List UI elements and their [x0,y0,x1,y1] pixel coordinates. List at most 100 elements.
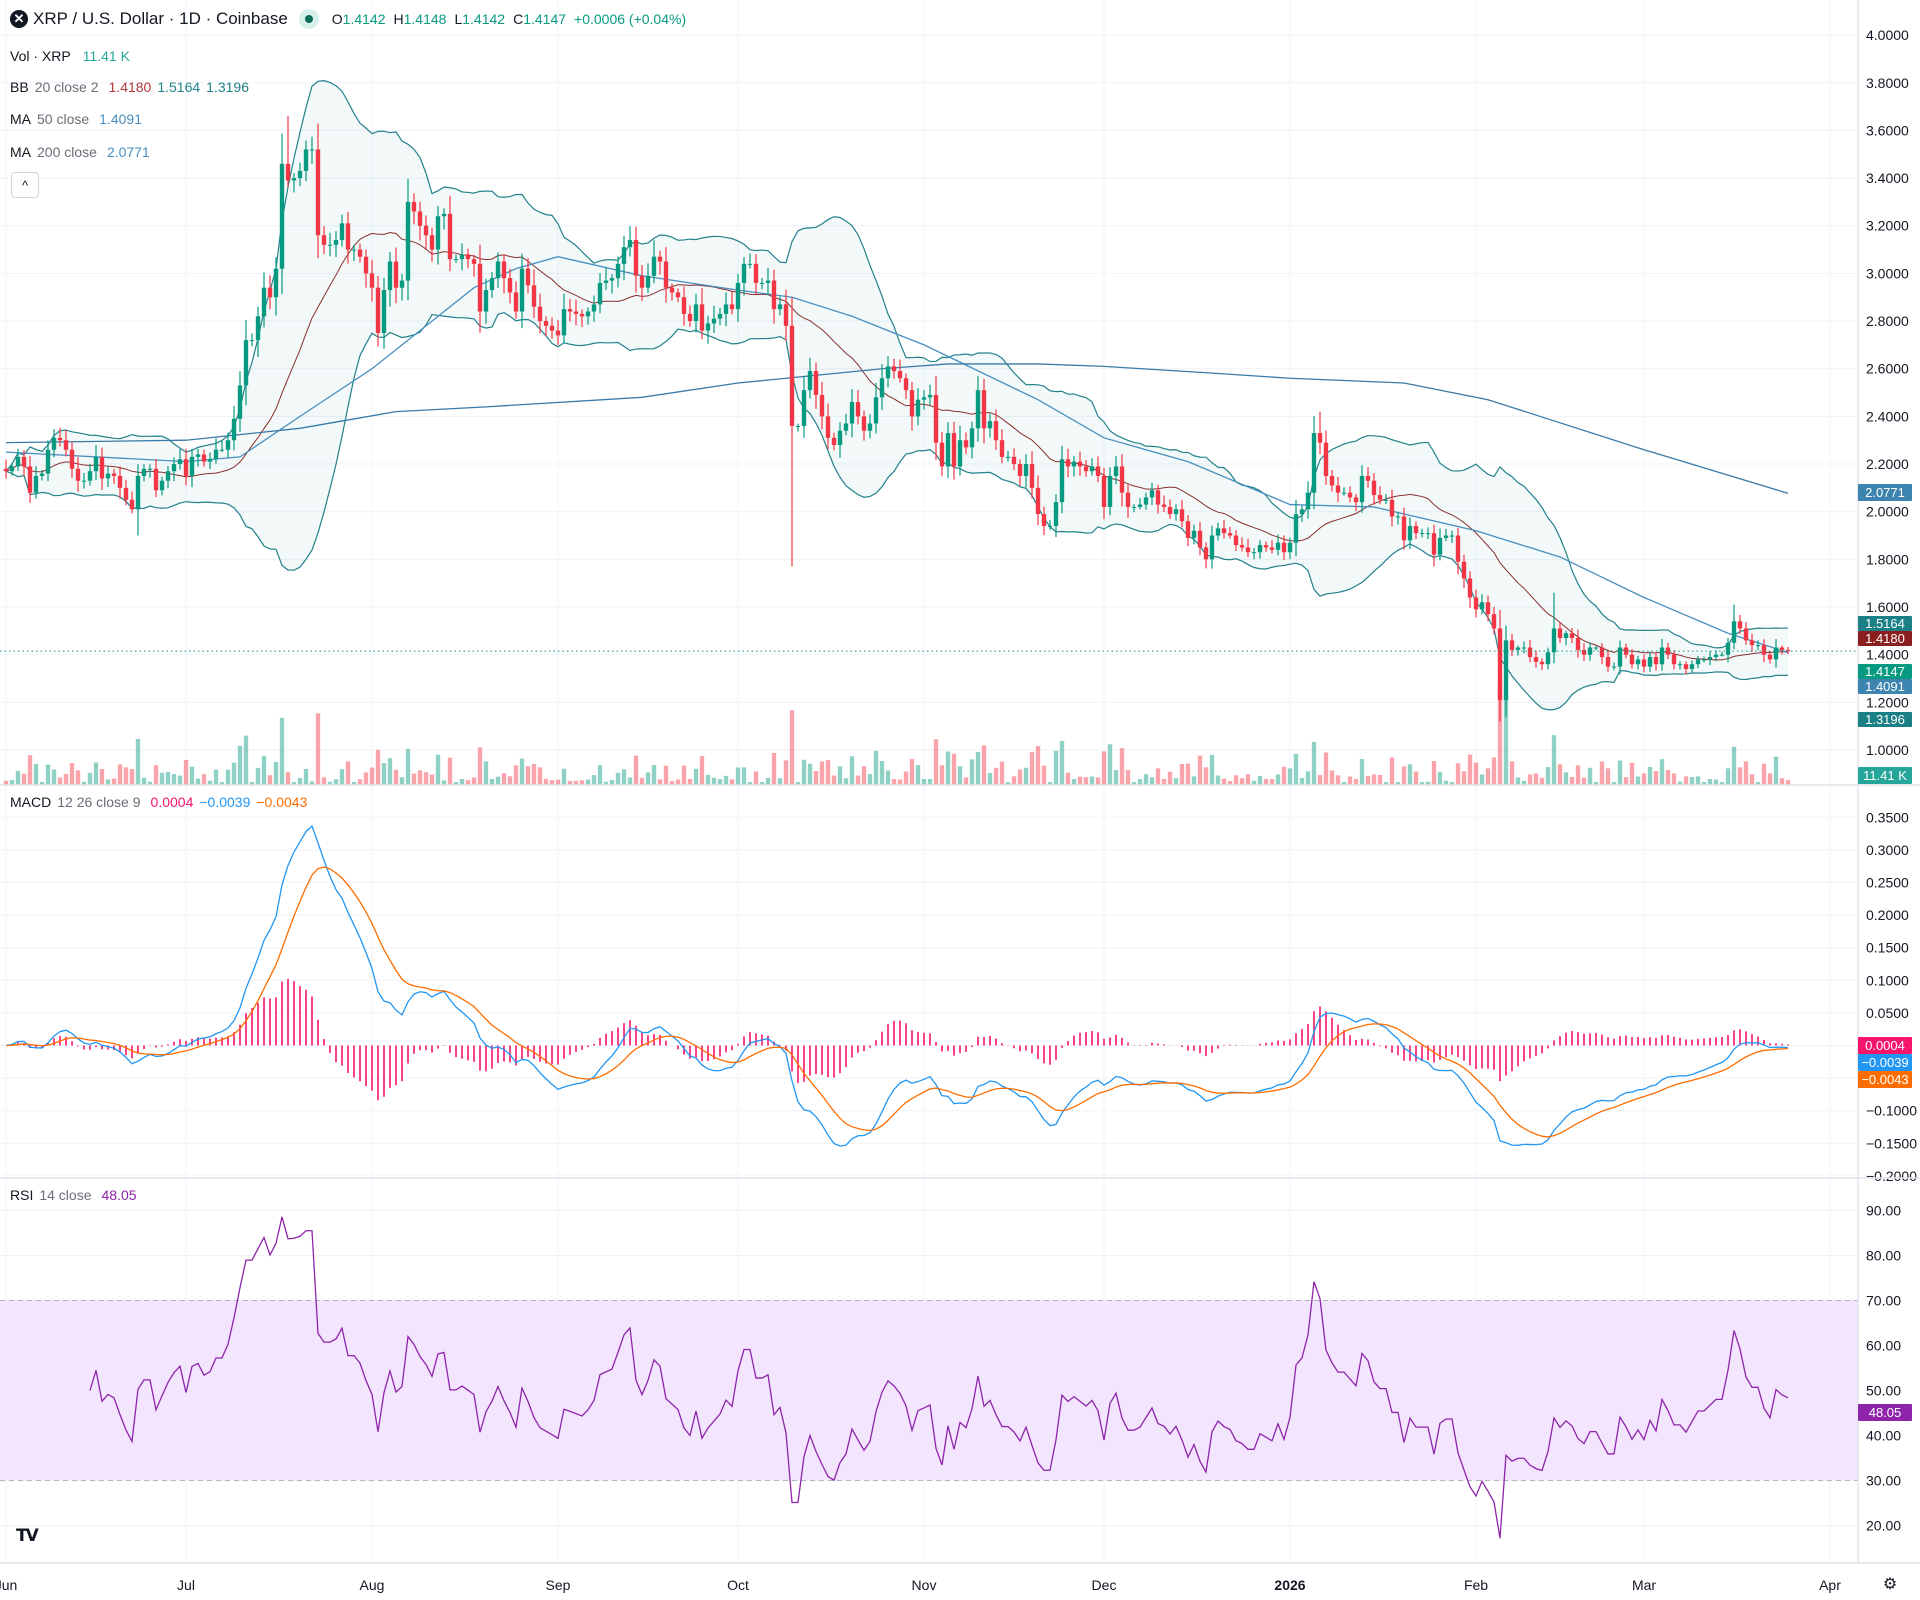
candle[interactable] [1239,537,1245,552]
candle[interactable] [1299,505,1305,522]
candle[interactable] [357,243,363,263]
candle[interactable] [969,421,975,459]
candle[interactable] [159,476,165,496]
candle[interactable] [1653,652,1659,671]
candle[interactable] [381,277,387,349]
candle[interactable] [819,381,825,430]
candle[interactable] [177,448,183,470]
candle[interactable] [87,464,93,486]
candle[interactable] [555,320,561,346]
candle[interactable] [585,307,591,325]
candle[interactable] [1083,460,1089,477]
candle[interactable] [1371,473,1377,505]
candle[interactable] [429,227,435,262]
candle[interactable] [249,333,255,347]
candle[interactable] [1359,465,1365,513]
market-status-icon[interactable] [298,9,319,29]
candle[interactable] [1737,614,1743,634]
candle[interactable] [999,429,1005,464]
candle[interactable] [1317,411,1323,455]
candle[interactable] [1185,515,1191,547]
candle[interactable] [987,413,993,438]
candle[interactable] [1203,542,1209,569]
candle[interactable] [351,244,357,261]
candle[interactable] [315,123,321,259]
candle[interactable] [165,466,171,489]
candle[interactable] [1269,540,1275,554]
candle[interactable] [945,422,951,478]
candle[interactable] [663,247,669,303]
candle[interactable] [831,432,837,451]
candle[interactable] [1701,656,1707,663]
candle[interactable] [1341,487,1347,496]
candle[interactable] [507,268,513,304]
candle[interactable] [1023,454,1029,488]
candle[interactable] [435,206,441,265]
candle[interactable] [1497,609,1503,722]
candle[interactable] [1641,654,1647,673]
candle[interactable] [789,297,795,567]
candle[interactable] [501,254,507,294]
candle[interactable] [807,357,813,399]
candle[interactable] [1485,595,1491,622]
candle[interactable] [1365,467,1371,488]
candle[interactable] [1251,547,1257,560]
candle[interactable] [1071,456,1077,477]
candle[interactable] [1293,499,1299,557]
candle[interactable] [975,375,981,442]
candle[interactable] [903,373,909,400]
candle[interactable] [711,305,717,333]
candle[interactable] [459,243,465,271]
candle[interactable] [231,406,237,451]
candle[interactable] [1569,627,1575,644]
candle[interactable] [1041,506,1047,536]
candle[interactable] [909,381,915,431]
candle[interactable] [1053,494,1059,538]
candle[interactable] [1221,520,1227,539]
candle[interactable] [1443,528,1449,542]
candle[interactable] [531,269,537,319]
candle[interactable] [567,298,573,322]
candle[interactable] [3,459,9,479]
rsi-line[interactable] [89,1216,1789,1539]
candle[interactable] [1005,451,1011,462]
candle[interactable] [321,226,327,255]
candle[interactable] [837,422,843,458]
candle[interactable] [369,259,375,302]
rsi-pane[interactable] [0,1216,1858,1539]
candle[interactable] [33,466,39,499]
candle[interactable] [1515,645,1521,656]
candle[interactable] [309,136,315,164]
rsi-legend[interactable]: RSI 14 close 48.05 [10,1187,137,1203]
candle[interactable] [1671,650,1677,670]
candle[interactable] [855,390,861,425]
candle[interactable] [939,431,945,477]
candle[interactable] [141,464,147,482]
candle[interactable] [705,315,711,344]
candle[interactable] [1329,469,1335,492]
candle[interactable] [1593,646,1599,651]
candle[interactable] [1353,494,1359,512]
candle[interactable] [1131,504,1137,513]
candle[interactable] [747,253,753,269]
candle[interactable] [1755,640,1761,651]
candle[interactable] [687,305,693,327]
candle[interactable] [1197,522,1203,556]
candle[interactable] [933,375,939,460]
candle[interactable] [1137,498,1143,510]
candle[interactable] [1425,527,1431,539]
candle[interactable] [981,378,987,444]
macd-legend[interactable]: MACD 12 26 close 9 0.0004 −0.0039 −0.004… [10,794,307,810]
candle[interactable] [1575,629,1581,658]
candle[interactable] [129,491,135,514]
candle[interactable] [609,274,615,294]
candle[interactable] [405,178,411,301]
candle[interactable] [669,283,675,301]
candle[interactable] [915,388,921,426]
candle[interactable] [921,390,927,410]
candle[interactable] [615,256,621,288]
candle[interactable] [1029,451,1035,499]
candle[interactable] [1509,634,1515,657]
candle[interactable] [759,278,765,290]
candle[interactable] [267,275,273,310]
